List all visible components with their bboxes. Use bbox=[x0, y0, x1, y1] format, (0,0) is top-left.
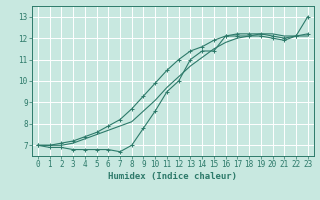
X-axis label: Humidex (Indice chaleur): Humidex (Indice chaleur) bbox=[108, 172, 237, 181]
